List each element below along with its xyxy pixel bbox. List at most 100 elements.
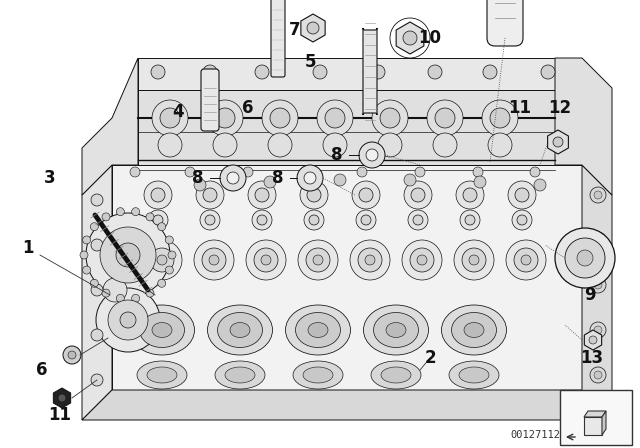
Circle shape bbox=[506, 240, 546, 280]
Circle shape bbox=[594, 326, 602, 334]
Circle shape bbox=[410, 248, 434, 272]
FancyBboxPatch shape bbox=[487, 0, 523, 46]
Circle shape bbox=[590, 322, 606, 338]
Circle shape bbox=[530, 167, 540, 177]
Circle shape bbox=[372, 100, 408, 136]
Ellipse shape bbox=[308, 323, 328, 337]
Circle shape bbox=[86, 213, 170, 297]
Text: 6: 6 bbox=[36, 361, 48, 379]
Circle shape bbox=[463, 188, 477, 202]
Bar bbox=[584, 417, 602, 435]
Circle shape bbox=[90, 223, 99, 231]
Circle shape bbox=[555, 228, 615, 288]
Circle shape bbox=[297, 165, 323, 191]
Circle shape bbox=[254, 248, 278, 272]
Circle shape bbox=[150, 248, 174, 272]
Ellipse shape bbox=[371, 361, 421, 389]
Circle shape bbox=[151, 65, 165, 79]
Circle shape bbox=[146, 213, 154, 221]
Circle shape bbox=[482, 100, 518, 136]
Polygon shape bbox=[555, 58, 612, 195]
Polygon shape bbox=[582, 165, 612, 420]
Circle shape bbox=[577, 250, 593, 266]
Circle shape bbox=[227, 172, 239, 184]
Circle shape bbox=[361, 215, 371, 225]
Circle shape bbox=[313, 255, 323, 265]
Polygon shape bbox=[584, 411, 606, 417]
Circle shape bbox=[306, 248, 330, 272]
Circle shape bbox=[366, 149, 378, 161]
Circle shape bbox=[91, 239, 103, 251]
Polygon shape bbox=[112, 165, 582, 390]
Circle shape bbox=[508, 181, 536, 209]
Polygon shape bbox=[138, 58, 582, 90]
Polygon shape bbox=[396, 22, 424, 54]
Circle shape bbox=[408, 210, 428, 230]
Circle shape bbox=[91, 194, 103, 206]
Polygon shape bbox=[602, 411, 606, 435]
Circle shape bbox=[243, 167, 253, 177]
Circle shape bbox=[300, 167, 310, 177]
Circle shape bbox=[91, 374, 103, 386]
Circle shape bbox=[157, 255, 167, 265]
Ellipse shape bbox=[386, 323, 406, 337]
Bar bbox=[560, 390, 632, 445]
Circle shape bbox=[334, 174, 346, 186]
Text: 8: 8 bbox=[192, 169, 204, 187]
Circle shape bbox=[402, 240, 442, 280]
Circle shape bbox=[120, 312, 136, 328]
Circle shape bbox=[380, 108, 400, 128]
Circle shape bbox=[196, 181, 224, 209]
Circle shape bbox=[116, 294, 124, 302]
Circle shape bbox=[304, 210, 324, 230]
Text: 2: 2 bbox=[424, 349, 436, 367]
Circle shape bbox=[541, 65, 555, 79]
Circle shape bbox=[270, 108, 290, 128]
Circle shape bbox=[565, 238, 605, 278]
Circle shape bbox=[350, 240, 390, 280]
Circle shape bbox=[313, 65, 327, 79]
Text: 00127112: 00127112 bbox=[510, 430, 560, 440]
Circle shape bbox=[146, 289, 154, 297]
Text: 6: 6 bbox=[243, 99, 253, 117]
Circle shape bbox=[108, 300, 148, 340]
Circle shape bbox=[203, 65, 217, 79]
Circle shape bbox=[262, 100, 298, 136]
Circle shape bbox=[589, 336, 597, 344]
Circle shape bbox=[148, 210, 168, 230]
Circle shape bbox=[553, 137, 563, 147]
Text: 8: 8 bbox=[272, 169, 284, 187]
Circle shape bbox=[83, 266, 91, 274]
Circle shape bbox=[103, 278, 127, 302]
Circle shape bbox=[534, 179, 546, 191]
Text: 4: 4 bbox=[172, 103, 184, 121]
Circle shape bbox=[116, 243, 140, 267]
Circle shape bbox=[521, 255, 531, 265]
Circle shape bbox=[307, 22, 319, 34]
Circle shape bbox=[298, 240, 338, 280]
Circle shape bbox=[257, 215, 267, 225]
Circle shape bbox=[185, 167, 195, 177]
Text: 5: 5 bbox=[304, 53, 316, 71]
Ellipse shape bbox=[303, 367, 333, 383]
Circle shape bbox=[359, 142, 385, 168]
Circle shape bbox=[63, 346, 81, 364]
Circle shape bbox=[194, 179, 206, 191]
Ellipse shape bbox=[218, 313, 262, 348]
Circle shape bbox=[352, 181, 380, 209]
Text: 8: 8 bbox=[332, 146, 343, 164]
Ellipse shape bbox=[449, 361, 499, 389]
Circle shape bbox=[194, 240, 234, 280]
Circle shape bbox=[213, 133, 237, 157]
Circle shape bbox=[417, 255, 427, 265]
Circle shape bbox=[356, 210, 376, 230]
Text: 11: 11 bbox=[509, 99, 531, 117]
Circle shape bbox=[132, 208, 140, 215]
Circle shape bbox=[474, 176, 486, 188]
Circle shape bbox=[158, 133, 182, 157]
Circle shape bbox=[309, 215, 319, 225]
Ellipse shape bbox=[152, 323, 172, 337]
Circle shape bbox=[80, 251, 88, 259]
Circle shape bbox=[220, 165, 246, 191]
Circle shape bbox=[512, 210, 532, 230]
